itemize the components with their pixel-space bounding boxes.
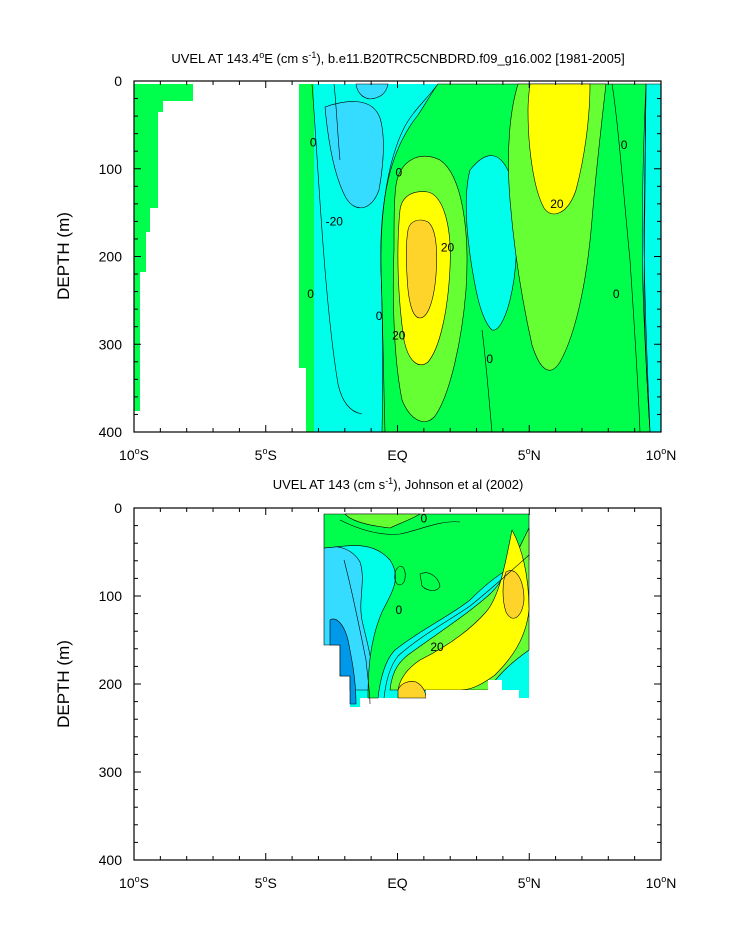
y-tick-label: 100 (99, 161, 123, 177)
panel1-fill-30-eq (406, 219, 438, 319)
panel2-fill-orange-1 (502, 570, 525, 619)
contour-label: 0 (486, 352, 493, 366)
panel1-fill-left-green (134, 84, 193, 411)
contour-label: 0 (621, 138, 628, 152)
contour-label: -20 (326, 214, 344, 228)
panel2-contour-fill (323, 513, 530, 707)
panel2-title: UVEL AT 143 (cm s-1), Johnson et al (200… (273, 476, 524, 492)
panel1-fill-neg-top (355, 83, 389, 100)
panel2-contour-labels: 0 0 20 (395, 512, 444, 654)
panel1-line-2 (333, 83, 341, 161)
panel1-line-1 (311, 83, 363, 415)
panel2-ticks (133, 507, 662, 861)
x-tick-label: 10oN (646, 446, 677, 463)
panel2-line-3 (419, 572, 441, 591)
contour-label: 20 (392, 328, 406, 342)
x-tick-label: 10oS (119, 874, 149, 891)
x-tick-label: EQ (387, 447, 407, 463)
panel2-line-1 (339, 519, 461, 535)
panel1-line-3 (380, 83, 439, 432)
y-tick-label: 200 (99, 249, 123, 265)
panel2-hole-2 (426, 690, 488, 698)
y-tick-label: 100 (99, 588, 123, 604)
panel1-line-4 (611, 83, 641, 432)
panel2-x-tick-labels: 10oS 5oS EQ 5oN 10oN (119, 874, 676, 891)
y-tick-label: 200 (99, 676, 123, 692)
contour-label: 20 (430, 640, 444, 654)
panel1-line-6 (481, 329, 493, 432)
x-tick-label: 10oS (119, 446, 149, 463)
panel1-title: UVEL AT 143.4oE (cm s-1), b.e11.B20TRC5C… (171, 50, 624, 66)
contour-label: 0 (613, 287, 620, 301)
panel2-fill-orange-2 (397, 681, 427, 699)
x-tick-label: 5oN (518, 446, 541, 463)
panel2-line-5 (383, 554, 530, 699)
y-tick-label: 300 (99, 764, 123, 780)
contour-label: 0 (310, 135, 317, 149)
contour-label: 0 (376, 309, 383, 323)
contour-label: 0 (307, 287, 314, 301)
x-tick-label: 10oN (646, 874, 677, 891)
panel2-fill-lightgreen (344, 513, 421, 529)
panel1-contour-fill (134, 83, 661, 432)
y-tick-label: 400 (99, 424, 123, 440)
panel1-y-axis-label: DEPTH (m) (54, 212, 73, 300)
x-tick-label: 5oS (255, 446, 277, 463)
panel2-fill-neg-deep (329, 618, 357, 705)
panel2-y-axis-label: DEPTH (m) (54, 640, 73, 728)
panel1-y-tick-labels: 0 100 200 300 400 (99, 73, 123, 440)
y-tick-label: 0 (114, 73, 122, 89)
panel-model: UVEL AT 143.4oE (cm s-1), b.e11.B20TRC5C… (54, 50, 676, 463)
contour-label: 20 (550, 197, 564, 211)
panel1-x-tick-labels: 10oS 5oS EQ 5oN 10oN (119, 446, 676, 463)
y-tick-label: 400 (99, 852, 123, 868)
y-tick-label: 300 (99, 336, 123, 352)
panel-observations: UVEL AT 143 (cm s-1), Johnson et al (200… (54, 476, 676, 891)
contour-label: 0 (395, 603, 402, 617)
y-tick-label: 0 (114, 500, 122, 516)
contour-label: 0 (421, 512, 428, 526)
panel2-fill-green-top (323, 513, 530, 699)
panel1-fill-20-5n (527, 83, 591, 215)
x-tick-label: 5oS (255, 874, 277, 891)
contour-label: 0 (395, 165, 402, 179)
panel1-ticks (133, 80, 662, 433)
panel2-y-tick-labels: 0 100 200 300 400 (99, 500, 123, 868)
panel2-hole-1 (488, 680, 502, 698)
panel2-line-2 (394, 565, 406, 586)
panel1-line-5 (643, 83, 651, 432)
panel2-line-4 (343, 559, 371, 705)
contour-label: 20 (441, 241, 455, 255)
panel1-fill-neg-region (324, 101, 384, 209)
x-tick-label: 5oN (518, 874, 541, 891)
panel1-fill-green-strip (299, 84, 314, 432)
x-tick-label: EQ (387, 875, 407, 891)
panel1-contour-labels: 0 -20 0 20 0 20 0 20 0 0 0 (307, 135, 628, 366)
